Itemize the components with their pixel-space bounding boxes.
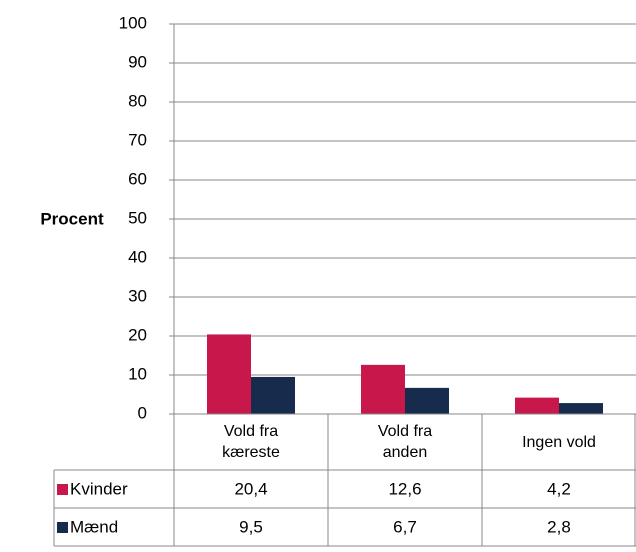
table-value: 20,4	[234, 479, 267, 498]
y-tick-label: 80	[128, 91, 147, 110]
y-tick-label: 100	[119, 13, 147, 32]
legend-swatch	[57, 522, 68, 533]
table-value: 4,2	[547, 479, 571, 498]
table-value: 12,6	[388, 479, 421, 498]
bar	[251, 376, 295, 414]
bar	[361, 364, 405, 414]
table-value: 6,7	[393, 517, 417, 536]
y-tick-label: 70	[128, 130, 147, 149]
y-tick-label: 10	[128, 364, 147, 383]
y-tick-label: 50	[128, 208, 147, 227]
bar	[207, 334, 251, 414]
legend-swatch	[57, 484, 68, 495]
x-tick-label: Vold fra kæreste	[222, 423, 280, 461]
x-tick-label: Ingen vold	[522, 433, 596, 451]
y-axis-label: Procent	[40, 209, 104, 228]
y-tick-label: 40	[128, 247, 147, 266]
table-value: 2,8	[547, 517, 571, 536]
legend-label: Kvinder	[70, 479, 128, 498]
y-tick-label: 0	[138, 403, 147, 422]
y-tick-label: 20	[128, 325, 147, 344]
y-tick-label: 60	[128, 169, 147, 188]
legend-label: Mænd	[70, 517, 118, 536]
y-tick-label: 30	[128, 286, 147, 305]
bar	[405, 387, 449, 414]
bar	[559, 403, 603, 414]
x-tick-label: Vold fra anden	[377, 423, 433, 461]
y-tick-label: 90	[128, 52, 147, 71]
table-value: 9,5	[239, 517, 263, 536]
bar	[515, 397, 559, 414]
